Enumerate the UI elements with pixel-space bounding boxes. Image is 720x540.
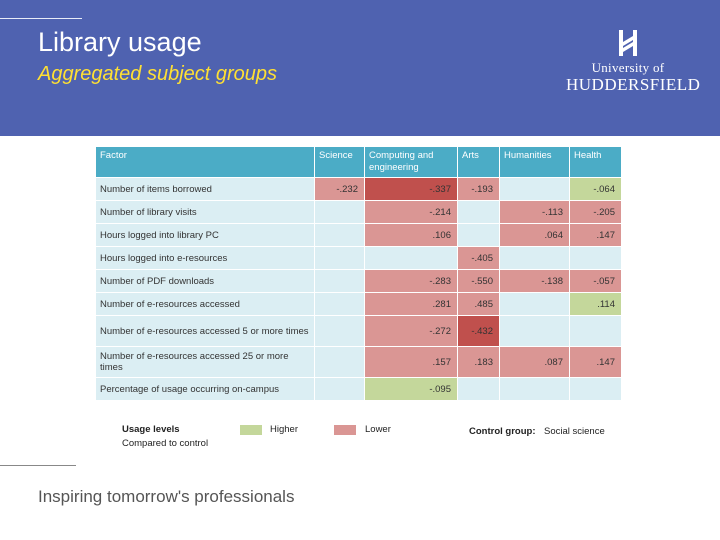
- legend-lower-swatch: [334, 425, 356, 435]
- factor-label: Number of e-resources accessed: [95, 292, 315, 316]
- value-cell: -.337: [364, 177, 458, 201]
- value-cell: [364, 246, 458, 270]
- value-cell: .183: [457, 346, 500, 378]
- value-cell: [457, 377, 500, 401]
- value-cell: [314, 246, 365, 270]
- table-row: Number of e-resources accessed 25 or mor…: [95, 346, 622, 378]
- value-cell: [569, 246, 622, 270]
- logo-line-2: HUDDERSFIELD: [566, 75, 701, 94]
- value-cell: -.405: [457, 246, 500, 270]
- value-cell: -.432: [457, 315, 500, 347]
- value-cell: -.138: [499, 269, 570, 293]
- legend-usage-levels: Usage levels: [122, 424, 180, 435]
- value-cell: [569, 315, 622, 347]
- table-header-row: Factor Science Computing and engineering…: [95, 146, 622, 178]
- value-cell: [314, 269, 365, 293]
- control-group-value: Social science: [544, 426, 605, 437]
- header-humanities: Humanities: [499, 146, 570, 178]
- value-cell: -.272: [364, 315, 458, 347]
- legend-higher-swatch: [240, 425, 262, 435]
- table-row: Number of library visits -.214 -.113 -.205: [95, 200, 622, 224]
- legend-compared: Compared to control: [122, 438, 209, 449]
- header-science: Science: [314, 146, 365, 178]
- university-crest-icon: [619, 30, 637, 56]
- value-cell: .157: [364, 346, 458, 378]
- table-row: Hours logged into e-resources -.405: [95, 246, 622, 270]
- title-banner: Library usage Aggregated subject groups …: [0, 0, 720, 136]
- value-cell: [314, 292, 365, 316]
- value-cell: [314, 346, 365, 378]
- value-cell: -.193: [457, 177, 500, 201]
- value-cell: [314, 200, 365, 224]
- value-cell: -.283: [364, 269, 458, 293]
- footer-tagline: Inspiring tomorrow's professionals: [38, 487, 295, 506]
- factor-label: Percentage of usage occurring on-campus: [95, 377, 315, 401]
- slide-title: Library usage: [38, 27, 202, 57]
- value-cell: .087: [499, 346, 570, 378]
- header-arts: Arts: [457, 146, 500, 178]
- value-cell: -.064: [569, 177, 622, 201]
- header-factor: Factor: [95, 146, 315, 178]
- table-row: Number of items borrowed -.232 -.337 -.193 -…: [95, 177, 622, 201]
- table-row: Number of e-resources accessed .281.485 .1…: [95, 292, 622, 316]
- legend-higher-label: Higher: [270, 424, 298, 435]
- value-cell: -.550: [457, 269, 500, 293]
- value-cell: .064: [499, 223, 570, 247]
- value-cell: -.057: [569, 269, 622, 293]
- value-cell: .281: [364, 292, 458, 316]
- university-logo: University of HUDDERSFIELD: [566, 28, 701, 98]
- factor-label: Number of library visits: [95, 200, 315, 224]
- value-cell: [314, 377, 365, 401]
- banner-rule: [0, 18, 82, 19]
- logo-line-1: University of: [591, 60, 665, 75]
- value-cell: [314, 223, 365, 247]
- value-cell: .147: [569, 346, 622, 378]
- table-row: Hours logged into library PC .106 .064.147: [95, 223, 622, 247]
- header-computing: Computing and engineering: [364, 146, 458, 178]
- factor-table: Factor Science Computing and engineering…: [95, 146, 622, 401]
- factor-label: Number of e-resources accessed 5 or more…: [95, 315, 315, 347]
- footer-rule: [0, 465, 76, 466]
- table-row: Number of PDF downloads -.283 -.550 -.138 -.…: [95, 269, 622, 293]
- value-cell: [457, 200, 500, 224]
- table-row: Percentage of usage occurring on-campus -…: [95, 377, 622, 401]
- factor-label: Number of PDF downloads: [95, 269, 315, 293]
- value-cell: .485: [457, 292, 500, 316]
- factor-label: Number of items borrowed: [95, 177, 315, 201]
- value-cell: -.113: [499, 200, 570, 224]
- header-health: Health: [569, 146, 622, 178]
- value-cell: -.095: [364, 377, 458, 401]
- value-cell: .106: [364, 223, 458, 247]
- value-cell: -.214: [364, 200, 458, 224]
- value-cell: .114: [569, 292, 622, 316]
- slide-subtitle: Aggregated subject groups: [38, 63, 278, 85]
- value-cell: [499, 377, 570, 401]
- value-cell: [499, 315, 570, 347]
- value-cell: [499, 292, 570, 316]
- value-cell: .147: [569, 223, 622, 247]
- value-cell: -.205: [569, 200, 622, 224]
- value-cell: [499, 246, 570, 270]
- value-cell: [457, 223, 500, 247]
- value-cell: [314, 315, 365, 347]
- value-cell: [499, 177, 570, 201]
- factor-label: Number of e-resources accessed 25 or mor…: [95, 346, 315, 378]
- table-row: Number of e-resources accessed 5 or more…: [95, 315, 622, 347]
- legend-lower-label: Lower: [365, 424, 391, 435]
- factor-label: Hours logged into library PC: [95, 223, 315, 247]
- value-cell: [569, 377, 622, 401]
- factor-label: Hours logged into e-resources: [95, 246, 315, 270]
- control-group-label: Control group:: [469, 426, 536, 437]
- value-cell: -.232: [314, 177, 365, 201]
- legend: Usage levels Compared to control Higher …: [122, 424, 622, 454]
